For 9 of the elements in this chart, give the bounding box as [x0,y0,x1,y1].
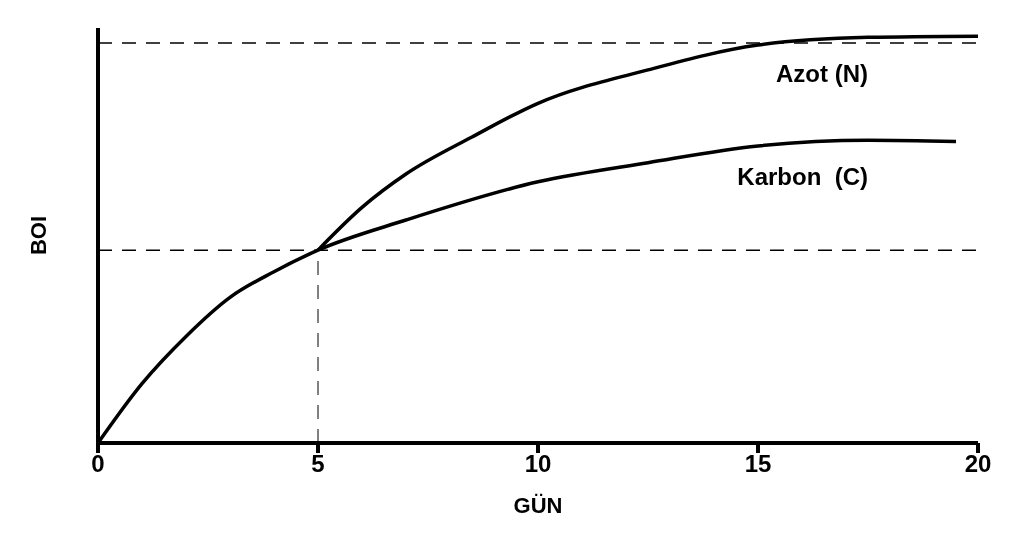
x-tick-label: 5 [311,450,325,478]
x-axis-title: GÜN [513,493,563,518]
x-tick-label: 20 [964,450,992,478]
x-tick-label: 10 [524,450,552,478]
x-tick-label: 15 [744,450,772,478]
x-tick-label: 0 [91,450,105,478]
y-axis-title: BOI [25,215,51,256]
series-label: Azot (N) [776,60,868,88]
series-label: Karbon (C) [737,163,868,191]
